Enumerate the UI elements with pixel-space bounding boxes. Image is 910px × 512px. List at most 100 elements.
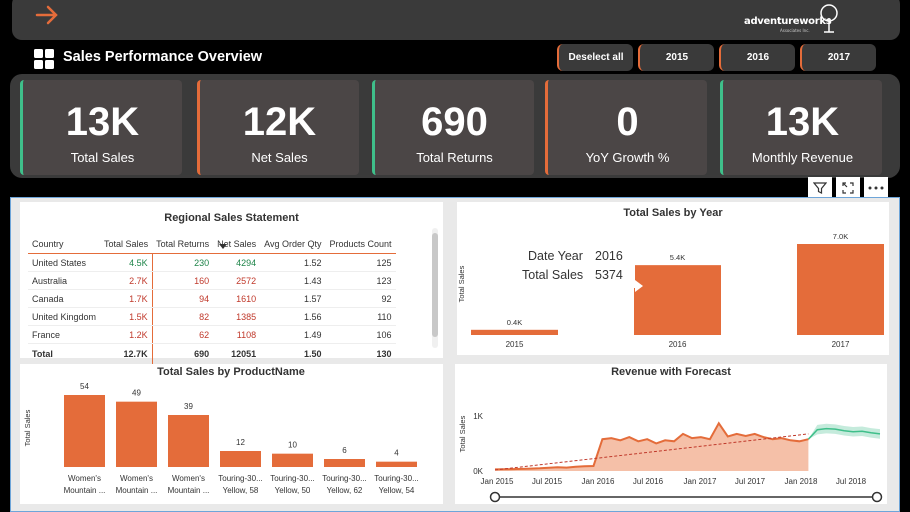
- cell-sales: 4.5K: [100, 253, 153, 272]
- product-bar[interactable]: [272, 453, 313, 467]
- year-button-2016[interactable]: 2016: [719, 44, 795, 71]
- kpi-card-total-returns: 690 Total Returns: [372, 80, 534, 175]
- forecast-band: [808, 423, 880, 440]
- y-axis-label: Total Sales: [457, 265, 466, 302]
- cell-count: 92: [325, 289, 396, 308]
- filter-icon[interactable]: [808, 177, 832, 199]
- table-row[interactable]: Canada 1.7K 94 1610 1.57 92: [28, 289, 396, 308]
- cell-avg: 1.52: [260, 253, 326, 272]
- kpi-value: 13K: [765, 100, 840, 144]
- cell-returns: 62: [152, 325, 214, 344]
- column-header[interactable]: Avg Order Qty: [260, 235, 326, 254]
- actual-area: [495, 423, 809, 471]
- cell-country: France: [28, 325, 101, 344]
- focus-mode-icon[interactable]: [836, 177, 860, 199]
- product-bar[interactable]: [376, 461, 417, 467]
- zoom-slider-end-handle[interactable]: [871, 491, 883, 503]
- logo-text: adventureworks: [744, 16, 832, 27]
- product-bar[interactable]: [324, 459, 365, 467]
- cell-returns: 160: [152, 271, 214, 290]
- x-tick-label: 2015: [506, 340, 524, 349]
- cell-net: 2572: [213, 271, 261, 290]
- kpi-label: Total Returns: [416, 150, 493, 165]
- table-row[interactable]: Australia 2.7K 160 2572 1.43 123: [28, 271, 396, 290]
- company-logo: adventureworks Associates Inc.: [742, 4, 842, 34]
- forecast-line[interactable]: [807, 427, 881, 440]
- kpi-card-yoy-growth: 0 YoY Growth %: [545, 80, 707, 175]
- kpi-value: 13K: [65, 100, 140, 144]
- tooltip-key: Date Year: [528, 249, 583, 263]
- product-bar[interactable]: [64, 395, 105, 467]
- data-label: 10: [288, 441, 297, 450]
- x-tick-label: Women's: [68, 474, 101, 483]
- cell-net: 4294: [213, 253, 261, 272]
- table-row[interactable]: France 1.2K 62 1108 1.49 106: [28, 325, 396, 344]
- cell-avg: 1.43: [260, 271, 326, 290]
- kpi-card-total-sales: 13K Total Sales: [20, 80, 182, 175]
- kpi-card-monthly-revenue: 13K Monthly Revenue: [720, 80, 882, 175]
- tooltip-pointer: [635, 280, 643, 292]
- x-tick-label: Touring-30...: [218, 474, 262, 483]
- bar-2015[interactable]: [471, 329, 558, 335]
- bar-2017[interactable]: [797, 244, 884, 335]
- cell-net: 1610: [213, 289, 261, 308]
- column-header[interactable]: Total Sales: [100, 235, 153, 254]
- column-header[interactable]: Total Returns: [152, 235, 214, 254]
- sort-desc-icon: [219, 244, 227, 249]
- product-bar[interactable]: [220, 451, 261, 467]
- tooltip-background: [517, 242, 635, 288]
- cell-avg: 1.49: [260, 325, 326, 344]
- sales-by-product-card: Total Sales by ProductName Total Sales 5…: [20, 364, 443, 504]
- cell-sales: 2.7K: [100, 271, 153, 290]
- kpi-value: 690: [421, 100, 488, 144]
- year-button-2017[interactable]: 2017: [800, 44, 876, 71]
- arrow-right-icon[interactable]: [34, 2, 60, 28]
- regional-sales-card: Regional Sales Statement Country Total S…: [20, 202, 443, 364]
- cell-country: Canada: [28, 289, 101, 308]
- column-header[interactable]: Products Count: [325, 235, 396, 254]
- cell-returns: 230: [152, 253, 214, 272]
- data-label: 54: [80, 382, 89, 391]
- cell-count: 123: [325, 271, 396, 290]
- kpi-label: YoY Growth %: [585, 150, 670, 165]
- sales-by-product-chart: Total Sales by ProductName Total Sales 5…: [23, 366, 419, 495]
- data-label: 49: [132, 389, 141, 398]
- y-tick-label: 0K: [473, 467, 483, 476]
- kpi-value: 12K: [242, 100, 317, 144]
- bar-2016[interactable]: [634, 265, 721, 335]
- product-bar[interactable]: [168, 415, 209, 467]
- y-tick-label: 1K: [473, 412, 483, 421]
- tooltip-key: Total Sales: [522, 268, 583, 282]
- cell-returns: 690: [152, 343, 214, 364]
- cell-net: 12051: [213, 343, 261, 364]
- cell-country: United Kingdom: [28, 307, 101, 326]
- column-header-sorted[interactable]: Net Sales: [213, 235, 261, 254]
- regional-table: Country Total Sales Total Returns Net Sa…: [28, 235, 396, 364]
- cell-sales: 1.7K: [100, 289, 153, 308]
- table-row[interactable]: United Kingdom 1.5K 82 1385 1.56 110: [28, 307, 396, 326]
- zoom-slider-start-handle[interactable]: [489, 491, 501, 503]
- table-scrollbar[interactable]: [432, 233, 438, 337]
- data-label: 12: [236, 438, 245, 447]
- cell-returns: 82: [152, 307, 214, 326]
- more-options-icon[interactable]: [864, 177, 888, 199]
- table-row[interactable]: United States 4.5K 230 4294 1.52 125: [28, 253, 396, 272]
- tooltip: Date Year 2016 Total Sales 5374: [522, 249, 623, 282]
- table-total-row: Total 12.7K 690 12051 1.50 130: [28, 343, 396, 364]
- cell-avg: 1.57: [260, 289, 326, 308]
- x-tick-label: Jul 2015: [532, 477, 563, 486]
- table-header-row: Country Total Sales Total Returns Net Sa…: [28, 235, 396, 254]
- product-bar[interactable]: [116, 401, 157, 467]
- revenue-forecast-chart: Revenue with Forecast Total Sales 1K0KJa…: [458, 366, 883, 503]
- deselect-all-button[interactable]: Deselect all: [557, 44, 633, 71]
- year-button-2015[interactable]: 2015: [638, 44, 714, 71]
- column-header[interactable]: Country: [28, 235, 101, 254]
- cell-sales: 1.5K: [100, 307, 153, 326]
- x-tick-label: Mountain ...: [116, 486, 158, 495]
- data-label: 5.4K: [670, 253, 685, 262]
- actual-line[interactable]: [494, 421, 809, 471]
- x-tick-label: Yellow, 58: [223, 486, 259, 495]
- cell-count: 106: [325, 325, 396, 344]
- cell-country: Australia: [28, 271, 101, 290]
- cell-sales: 1.2K: [100, 325, 153, 344]
